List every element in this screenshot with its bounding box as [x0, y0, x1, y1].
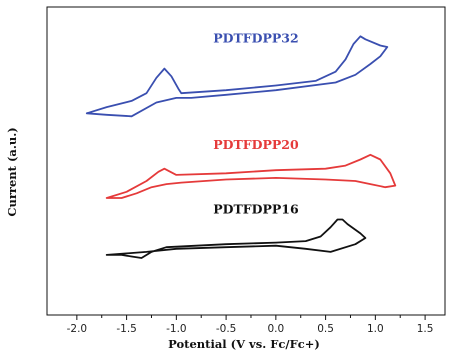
x-tick-label: 1.0 [367, 323, 384, 335]
series-label-pdtfdpp20: PDTFDPP20 [213, 137, 299, 152]
series-label-pdtfdpp16: PDTFDPP16 [213, 202, 299, 217]
x-axis-label: Potential (V vs. Fc/Fc+) [168, 337, 320, 351]
cv-curve-pdtfdpp16 [105, 218, 367, 259]
cv-curve-pdtfdpp20 [105, 153, 397, 199]
x-axis-ticks: -2.0 -1.5 -1.0 -0.5 0.0 0.5 1.0 1.5 [67, 315, 434, 335]
series-labels: PDTFDPP32 PDTFDPP20 PDTFDPP16 [213, 30, 299, 216]
y-axis-label: Current (a.u.) [5, 127, 19, 216]
x-tick-label: 0.5 [317, 323, 334, 335]
x-tick-label: 1.5 [417, 323, 434, 335]
series-label-pdtfdpp32: PDTFDPP32 [213, 30, 298, 45]
cv-curve-pdtfdpp32 [85, 35, 389, 118]
x-tick-label: -2.0 [67, 323, 88, 335]
cv-curves [85, 35, 397, 259]
x-tick-label: -1.0 [166, 323, 187, 335]
x-tick-label: 0.0 [267, 323, 284, 335]
plot-frame [46, 6, 446, 316]
x-tick-label: -0.5 [216, 323, 237, 335]
x-tick-label: -1.5 [116, 323, 137, 335]
